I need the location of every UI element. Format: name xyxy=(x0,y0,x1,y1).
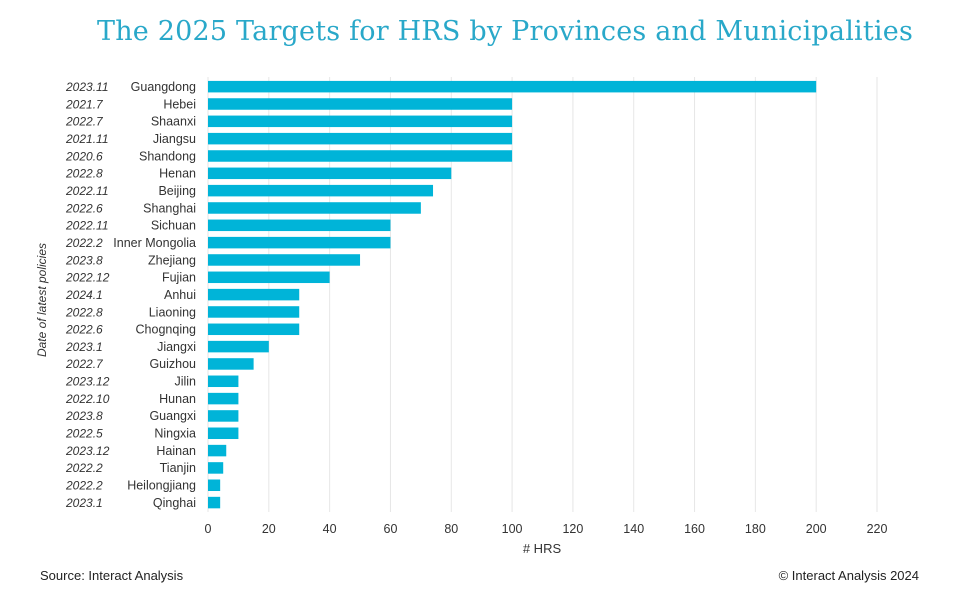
category-label: Jiangxi xyxy=(157,340,196,354)
date-labels: 2023.11 2021.7 2022.7 2021.11 2020.6 2022.8 20… xyxy=(65,80,110,510)
date-label: 2023.12 xyxy=(65,444,110,458)
category-label: Liaoning xyxy=(149,305,196,319)
category-label: Jiangsu xyxy=(153,132,196,146)
date-label: 2022.11 xyxy=(65,184,109,198)
category-label: Qinghai xyxy=(153,496,196,510)
bar xyxy=(208,323,300,336)
category-label: Guizhou xyxy=(149,357,196,371)
category-label: Zhejiang xyxy=(148,253,196,267)
bar xyxy=(208,462,224,474)
y-axis-label: Date of latest policies xyxy=(35,243,49,357)
x-tick-label: 100 xyxy=(502,522,523,536)
date-label: 2022.8 xyxy=(65,167,103,181)
category-label: Hainan xyxy=(156,444,196,458)
date-label: 2022.2 xyxy=(65,479,103,493)
x-tick-label: 0 xyxy=(205,522,212,536)
bar xyxy=(208,236,391,249)
date-label: 2024.1 xyxy=(65,288,103,302)
category-label: Anhui xyxy=(164,288,196,302)
source-note: Source: Interact Analysis xyxy=(40,568,184,583)
x-tick-label: 60 xyxy=(384,522,398,536)
category-label: Inner Mongolia xyxy=(113,236,196,250)
x-tick-label: 200 xyxy=(806,522,827,536)
bar xyxy=(208,392,239,405)
bar xyxy=(208,98,513,110)
x-tick-label: 20 xyxy=(262,522,276,536)
bar xyxy=(208,80,817,93)
date-label: 2022.8 xyxy=(65,305,103,319)
date-label: 2022.2 xyxy=(65,461,103,475)
category-label: Shaanxi xyxy=(151,115,196,129)
date-label: 2023.8 xyxy=(65,409,103,423)
bar xyxy=(208,184,434,197)
category-label: Shanghai xyxy=(143,201,196,215)
bar xyxy=(208,496,221,509)
bar xyxy=(208,167,452,180)
bar xyxy=(208,132,513,145)
date-label: 2022.5 xyxy=(65,427,103,441)
category-label: Jilin xyxy=(174,375,196,389)
bar xyxy=(208,306,300,318)
category-label: Sichuan xyxy=(151,219,196,233)
date-label: 2023.12 xyxy=(65,375,110,389)
date-label: 2022.11 xyxy=(65,219,109,233)
date-label: 2022.6 xyxy=(65,323,103,337)
x-tick-label: 220 xyxy=(867,522,888,536)
category-label: Beijing xyxy=(158,184,196,198)
x-tick-label: 80 xyxy=(444,522,458,536)
category-label: Guangxi xyxy=(149,409,196,423)
bar xyxy=(208,479,221,492)
date-label: 2022.2 xyxy=(65,236,103,250)
category-label: Ningxia xyxy=(154,427,196,441)
bar xyxy=(208,375,239,388)
copyright-note: © Interact Analysis 2024 xyxy=(778,568,919,583)
category-label: Heilongjiang xyxy=(127,479,196,493)
bar xyxy=(208,271,330,284)
category-labels: Guangdong Hebei Shaanxi Jiangsu Shandong Hena… xyxy=(113,80,196,510)
category-label: Chognqing xyxy=(136,323,197,337)
category-label: Guangdong xyxy=(131,80,196,94)
x-tick-label: 120 xyxy=(562,522,583,536)
category-label: Shandong xyxy=(139,149,196,163)
category-label: Fujian xyxy=(162,271,196,285)
date-label: 2021.11 xyxy=(65,132,109,146)
date-label: 2022.7 xyxy=(65,357,104,371)
bar xyxy=(208,202,421,214)
x-tick-label: 160 xyxy=(684,522,705,536)
x-tick-label: 180 xyxy=(745,522,766,536)
date-label: 2022.6 xyxy=(65,201,103,215)
bar xyxy=(208,340,269,353)
bar xyxy=(208,358,254,370)
date-label: 2022.12 xyxy=(65,271,110,285)
x-tick-label: 40 xyxy=(323,522,337,536)
bar xyxy=(208,444,227,457)
bar xyxy=(208,427,239,440)
date-label: 2023.11 xyxy=(65,80,109,94)
category-label: Tianjin xyxy=(160,461,196,475)
bars xyxy=(208,80,817,509)
date-label: 2021.7 xyxy=(65,97,104,111)
chart-title: The 2025 Targets for HRS by Provinces an… xyxy=(96,16,914,47)
bar xyxy=(208,410,239,422)
bar xyxy=(208,254,361,266)
date-label: 2023.1 xyxy=(65,340,103,354)
date-label: 2022.10 xyxy=(65,392,110,406)
category-label: Hebei xyxy=(163,97,196,111)
date-label: 2023.1 xyxy=(65,496,103,510)
bar xyxy=(208,150,513,162)
bar xyxy=(208,115,513,128)
date-label: 2023.8 xyxy=(65,253,103,267)
bar xyxy=(208,219,391,232)
bar xyxy=(208,288,300,301)
x-tick-label: 140 xyxy=(623,522,644,536)
date-label: 2022.7 xyxy=(65,115,104,129)
date-label: 2020.6 xyxy=(65,149,103,163)
category-label: Henan xyxy=(159,167,196,181)
x-tick-labels: 0 20 40 60 80 100 120 140 160 180 200 220 xyxy=(205,522,888,536)
x-axis-label: # HRS xyxy=(523,541,562,556)
category-label: Hunan xyxy=(159,392,196,406)
